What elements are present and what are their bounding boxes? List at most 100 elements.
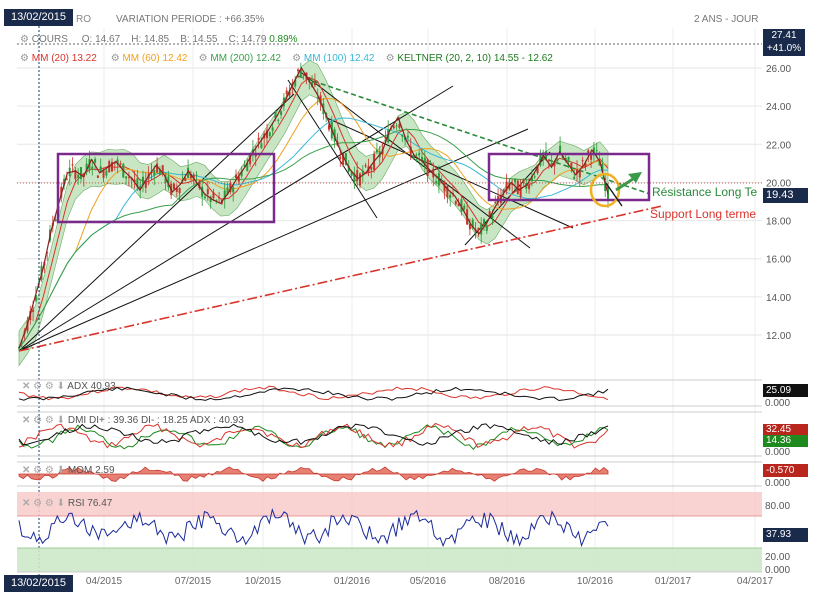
candle-body bbox=[277, 119, 280, 121]
candle-body bbox=[604, 181, 607, 192]
candle-body bbox=[344, 153, 347, 166]
candle-body bbox=[316, 97, 319, 99]
candle-body bbox=[156, 163, 159, 173]
gear-icon[interactable]: ⚙ bbox=[33, 465, 43, 476]
ma200-line bbox=[18, 128, 609, 349]
x-tick-4: 05/2016 bbox=[410, 576, 447, 587]
candle-body bbox=[435, 181, 438, 184]
resistance-label: Résistance Long Te bbox=[652, 185, 758, 199]
candle-body bbox=[237, 176, 240, 182]
candle-body bbox=[212, 192, 215, 199]
candle-body bbox=[235, 174, 237, 179]
candle-body bbox=[201, 186, 204, 197]
settings-icon[interactable]: ⚙ bbox=[44, 415, 54, 426]
down-arrow-icon[interactable]: ⬇ bbox=[56, 381, 66, 392]
cours-label: COURS bbox=[31, 34, 68, 45]
candle-body bbox=[192, 174, 195, 179]
candle-body bbox=[249, 155, 252, 165]
down-arrow-icon[interactable]: ⬇ bbox=[56, 415, 66, 426]
candle-body bbox=[505, 181, 508, 191]
candle-body bbox=[556, 158, 559, 162]
candle-body bbox=[516, 180, 519, 195]
gear-icon[interactable]: ⚙ bbox=[33, 415, 43, 426]
candle-body bbox=[240, 171, 243, 177]
candle-body bbox=[105, 170, 108, 176]
gear-icon[interactable]: ⚙ bbox=[33, 381, 43, 392]
date-tag: 13/02/2015 bbox=[4, 9, 73, 26]
candle-body bbox=[564, 157, 567, 162]
ma100-legend[interactable]: ⚙ MM (100) 12.42 bbox=[292, 53, 375, 64]
adx-tag: 25.09 bbox=[763, 384, 808, 397]
gear-icon: ⚙ bbox=[385, 53, 395, 64]
close-icon[interactable]: ✕ bbox=[22, 381, 31, 392]
candle-body bbox=[153, 170, 156, 176]
candle-body bbox=[271, 127, 274, 131]
settings-icon[interactable]: ⚙ bbox=[44, 465, 54, 476]
keltner-legend[interactable]: ⚙ KELTNER (20, 2, 10) 14.55 - 12.62 bbox=[385, 53, 553, 64]
ma60-legend[interactable]: ⚙ MM (60) 12.42 bbox=[110, 53, 188, 64]
y-tick-20: 20.00 bbox=[766, 178, 791, 189]
candle-body bbox=[483, 219, 485, 224]
candle-body bbox=[570, 162, 573, 167]
close-icon[interactable]: ✕ bbox=[22, 465, 31, 476]
y-tick-12: 12.00 bbox=[766, 331, 791, 342]
candle-body bbox=[601, 163, 604, 172]
candle-body bbox=[167, 176, 170, 187]
candle-body bbox=[519, 184, 522, 198]
x-tick-8: 04/2017 bbox=[737, 576, 774, 587]
candle-body bbox=[547, 159, 550, 161]
gear-icon[interactable]: ⚙ bbox=[33, 498, 43, 509]
gear-icon: ⚙ bbox=[198, 53, 208, 64]
ma20-legend[interactable]: ⚙ MM (20) 13.22 bbox=[20, 53, 97, 64]
candle-body bbox=[26, 321, 29, 332]
candle-body bbox=[511, 183, 514, 185]
candle-body bbox=[595, 150, 598, 152]
ohlc-row: ⚙ COURS O: 14.67 H: 14.85 B: 14.55 C: 14… bbox=[20, 34, 298, 45]
candle-body bbox=[384, 136, 387, 139]
candle-body bbox=[477, 228, 480, 230]
candle-body bbox=[229, 182, 232, 193]
high-value: H: 14.85 bbox=[131, 34, 170, 45]
close-icon[interactable]: ✕ bbox=[22, 415, 31, 426]
y-tick-16: 16.00 bbox=[766, 255, 791, 266]
down-arrow-icon[interactable]: ⬇ bbox=[56, 465, 66, 476]
candle-body bbox=[139, 186, 142, 190]
rsi-legend: ✕ ⚙ ⚙ ⬇ RSI 76.47 bbox=[22, 498, 113, 509]
candle-body bbox=[449, 194, 452, 199]
variation-text: VARIATION PERIODE : +66.35% bbox=[116, 14, 265, 25]
candle-body bbox=[522, 179, 525, 183]
ma200-legend[interactable]: ⚙ MM (200) 12.42 bbox=[198, 53, 281, 64]
candle-body bbox=[491, 215, 494, 219]
candle-body bbox=[454, 201, 457, 205]
candle-body bbox=[375, 149, 378, 153]
candle-body bbox=[573, 176, 576, 179]
candle-body bbox=[246, 162, 249, 172]
candle-body bbox=[545, 151, 547, 160]
candle-body bbox=[74, 170, 77, 180]
candle-body bbox=[584, 162, 587, 167]
settings-icon[interactable]: ⚙ bbox=[44, 381, 54, 392]
candle-body bbox=[350, 171, 353, 176]
settings-icon[interactable]: ⚙ bbox=[44, 498, 54, 509]
candle-body bbox=[266, 130, 268, 139]
range-box-2015 bbox=[56, 152, 276, 224]
gear-icon[interactable]: ⚙ bbox=[20, 34, 29, 45]
candle-body bbox=[144, 181, 147, 188]
close-icon[interactable]: ✕ bbox=[22, 498, 31, 509]
candle-body bbox=[232, 187, 235, 193]
candle-body bbox=[361, 170, 364, 176]
candle-body bbox=[71, 164, 74, 166]
down-arrow-icon[interactable]: ⬇ bbox=[56, 498, 66, 509]
candle-body bbox=[494, 202, 497, 204]
candle-body bbox=[111, 162, 113, 172]
candle-body bbox=[342, 153, 345, 165]
candle-body bbox=[398, 123, 401, 128]
rsi-tag: 37.93 bbox=[763, 528, 808, 542]
instrument-name: RO bbox=[76, 14, 91, 25]
x-axis-labels: 04/2015 07/2015 10/2015 01/2016 05/2016 08/20… bbox=[86, 576, 774, 587]
adx-panel bbox=[17, 379, 762, 407]
rsi-axis-80: 80.00 bbox=[765, 501, 791, 512]
candle-body bbox=[94, 158, 97, 163]
candle-body bbox=[463, 205, 466, 210]
candle-body bbox=[536, 164, 539, 174]
